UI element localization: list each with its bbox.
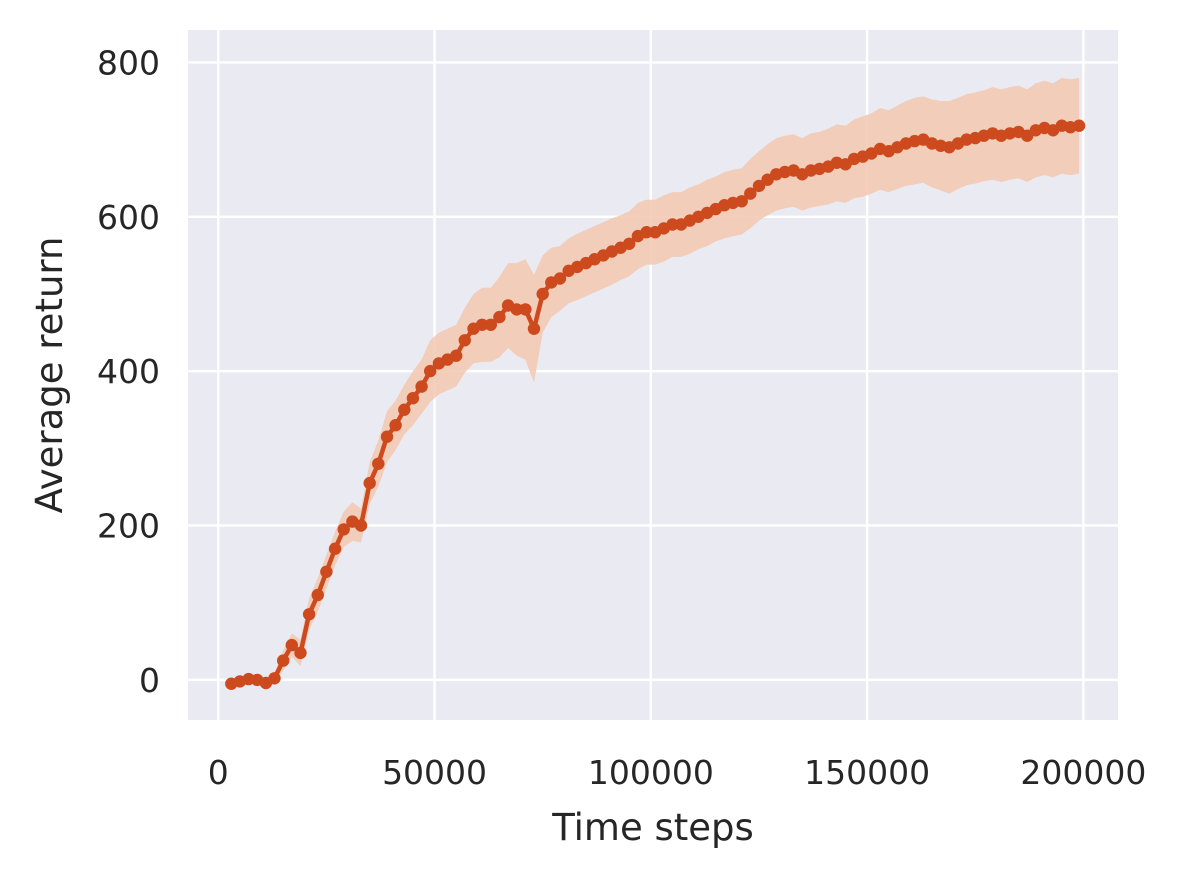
x-tick-label: 200000 [1020,753,1146,792]
x-tick-label: 0 [208,753,229,792]
y-tick-label: 0 [139,661,160,700]
data-point [735,195,748,208]
data-point [640,226,653,239]
data-point [484,318,497,331]
data-point [363,476,376,490]
x-tick-label: 150000 [804,753,930,792]
data-point [311,588,324,602]
data-point [337,523,350,536]
data-point [623,237,636,250]
data-point [519,303,532,316]
y-tick-label: 800 [97,43,160,82]
data-point [744,187,757,200]
data-point [406,392,420,405]
data-point [328,542,342,555]
data-point [424,364,437,378]
x-tick-label: 100000 [588,753,714,792]
y-tick-label: 400 [97,352,160,391]
y-tick-label: 200 [97,507,160,546]
data-point [389,419,402,432]
data-point [285,638,298,652]
y-tick-labels: 0 200 400 600 800 [97,43,160,699]
data-point [510,303,523,316]
data-point [415,380,428,393]
data-point [458,334,471,347]
data-point [354,519,368,532]
data-point [527,322,541,335]
data-point [380,430,394,443]
data-point [302,608,316,621]
data-point [277,654,290,667]
y-tick-label: 600 [97,198,160,237]
data-point [752,179,766,193]
data-point [294,646,307,660]
data-point [398,403,411,416]
data-point [1072,119,1086,132]
x-axis-label: Time steps [551,806,754,849]
data-point [268,672,281,685]
data-point [475,318,489,331]
x-tick-label: 50000 [382,753,487,792]
series-points-layer [225,119,1086,690]
data-point [553,272,567,285]
data-point [372,457,385,470]
data-point [493,310,506,324]
data-point [450,349,463,362]
data-point [666,218,679,231]
data-point [536,287,549,301]
data-point [320,565,333,578]
x-tick-labels: 0 50000 100000 150000 200000 [208,753,1147,792]
y-axis-label: Average return [28,237,71,514]
